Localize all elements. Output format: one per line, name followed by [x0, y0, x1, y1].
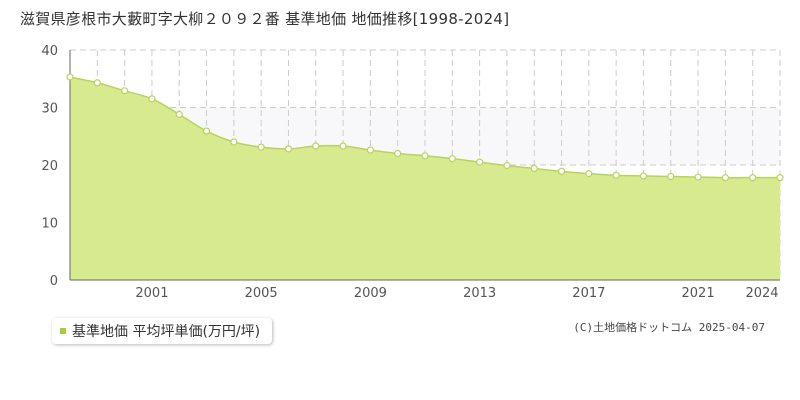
- data-point: [175, 110, 183, 119]
- data-point: [93, 79, 101, 87]
- data-point: [585, 170, 593, 178]
- x-tick-labels: 2001 2005 2009 2013 2017 2021 2024: [135, 286, 778, 301]
- x-tick-label: 2005: [245, 286, 278, 301]
- data-point: [776, 174, 784, 182]
- data-point: [721, 174, 729, 182]
- data-point: [557, 167, 566, 175]
- y-tick-label: 10: [41, 217, 58, 232]
- data-point: [530, 164, 538, 173]
- data-point: [448, 155, 456, 163]
- y-tick-labels: 0 10 20 30 40: [41, 44, 58, 289]
- data-point: [366, 146, 374, 154]
- legend-swatch: [60, 328, 66, 334]
- data-point: [503, 161, 511, 170]
- data-point: [667, 172, 675, 181]
- data-point: [639, 172, 648, 180]
- y-tick-label: 30: [41, 102, 58, 117]
- data-point: [284, 145, 293, 153]
- y-tick-label: 20: [41, 159, 58, 174]
- data-point: [394, 149, 402, 158]
- x-tick-label: 2009: [354, 286, 387, 301]
- chart-title: 滋賀県彦根市大藪町字大柳２０９２番 基準地価 地価推移[1998-2024]: [20, 10, 510, 28]
- y-tick-label: 40: [41, 44, 58, 59]
- x-tick-label: 2001: [135, 286, 168, 301]
- data-point: [476, 158, 484, 166]
- data-point: [148, 95, 156, 103]
- x-tick-label: 2013: [463, 286, 496, 301]
- data-point: [202, 127, 211, 135]
- chart-axes: [69, 50, 780, 281]
- data-point: [312, 142, 320, 150]
- data-point: [257, 143, 265, 151]
- data-point: [339, 142, 347, 150]
- data-point: [421, 152, 429, 160]
- x-tick-label: 2021: [682, 286, 715, 301]
- data-points: [66, 73, 784, 182]
- price-area: [70, 77, 780, 281]
- data-point: [694, 173, 702, 181]
- y-tick-label: 0: [50, 274, 58, 289]
- data-point: [230, 138, 238, 146]
- x-tick-label: 2024: [745, 286, 778, 301]
- data-point: [121, 87, 129, 95]
- legend-label: 基準地価 平均坪単価(万円/坪): [72, 324, 261, 340]
- data-point: [66, 73, 74, 81]
- data-point: [749, 174, 757, 182]
- legend: 基準地価 平均坪単価(万円/坪): [52, 318, 273, 344]
- data-point: [612, 171, 620, 179]
- x-tick-label: 2017: [572, 286, 605, 301]
- copyright: (C)土地価格ドットコム 2025-04-07: [573, 321, 765, 334]
